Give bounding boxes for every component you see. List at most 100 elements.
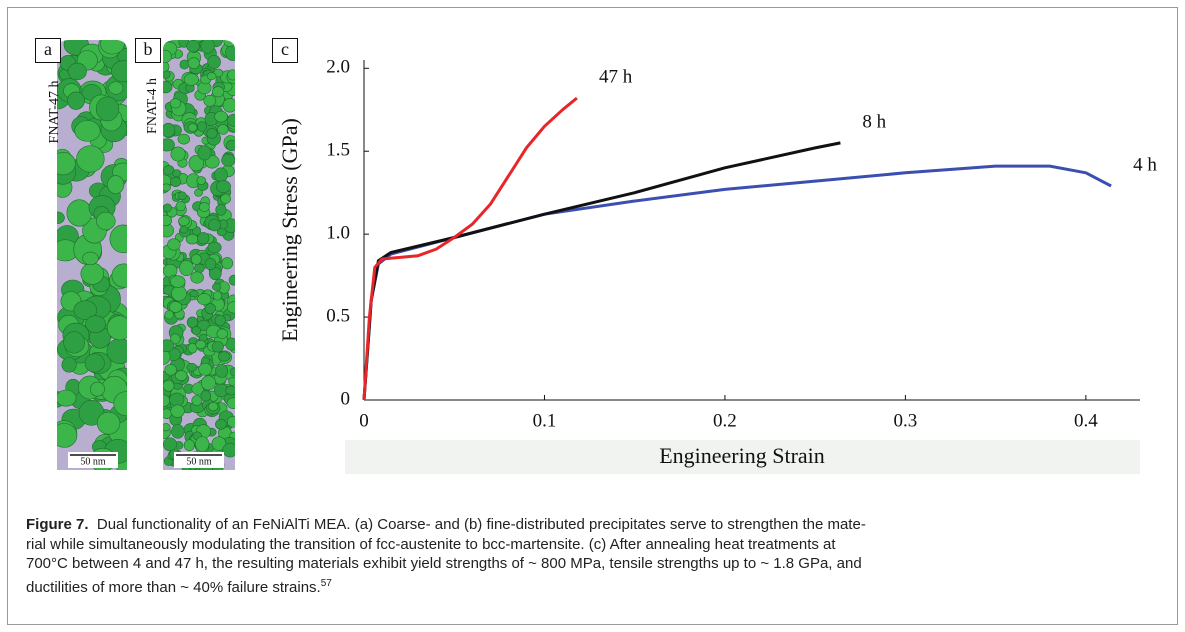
precipitate [186,362,198,372]
precipitate [227,113,235,127]
precipitate [197,293,212,306]
precipitate [211,436,227,451]
precipitate [221,257,233,270]
precipitate [185,233,199,245]
precipitate [187,57,200,69]
precipitate [177,191,187,201]
precipitate [171,424,185,439]
caption-text: Dual functionality of an FeNiAlTi MEA. (… [96,516,866,533]
precipitate [197,319,211,331]
precipitate [187,123,198,132]
precipitate [206,72,217,81]
precipitate [197,232,210,245]
precipitate [163,437,177,452]
precipitate [163,81,173,94]
precipitate [226,301,235,314]
precipitate [197,145,212,161]
precipitate [195,436,210,452]
citation: 57 [320,577,332,589]
y-tick-label: 1.5 [326,140,350,161]
precipitate [66,199,92,227]
precipitate [179,260,194,277]
y-tick-label: 0 [341,388,351,409]
precipitate [107,175,125,195]
precipitate [57,211,65,224]
precipitate [190,271,204,284]
precipitate [106,315,127,341]
precipitate [163,61,170,73]
precipitate [163,138,175,152]
precipitate [163,214,173,227]
precipitate [189,290,199,298]
precipitate [179,226,189,234]
precipitate [82,251,99,266]
precipitate [223,40,235,48]
series-label: 8 h [862,111,886,132]
precipitate [95,96,120,122]
precipitate [76,145,105,173]
caption: Figure 7. Dual functionality of an FeNiA… [26,515,1166,597]
precipitate [225,44,235,61]
precipitate [215,180,231,193]
precipitate [221,154,235,167]
precipitate [175,201,186,212]
precipitate [214,110,228,123]
scale-bar-box [174,452,224,468]
precipitate [211,86,225,98]
precipitate [206,128,218,139]
precipitate [63,331,85,354]
precipitate [218,351,231,362]
precipitate [170,404,185,418]
precipitate [191,395,203,406]
precipitate [183,439,195,452]
precipitate [207,54,221,69]
precipitate [57,152,76,176]
precipitate [61,357,77,373]
precipitate [186,316,198,329]
precipitate [163,122,176,138]
caption-text: ductilities of more than ~ 40% failure s… [26,578,321,596]
precipitate [163,339,175,352]
precipitate [177,133,191,145]
precipitate [109,224,127,254]
precipitate [208,401,219,412]
y-tick-label: 1.0 [326,223,350,244]
panel-label: a [44,39,52,59]
precipitate [215,418,227,430]
precipitate [113,391,127,416]
precipitate [226,397,235,409]
precipitate [74,120,101,142]
scale-bar-box [68,452,118,468]
precipitate [204,257,217,271]
precipitate [226,415,235,428]
x-tick-label: 0.4 [1074,410,1098,431]
precipitate [67,62,87,81]
precipitate [67,91,85,110]
precipitate [80,262,105,285]
precipitate [111,60,127,83]
precipitate [212,283,222,291]
precipitate [187,342,198,354]
panel-label-box [135,38,161,63]
precipitate [191,253,202,265]
panel-b-image [163,40,235,470]
precipitate [198,362,213,376]
precipitate [111,263,127,288]
precipitate [169,301,183,313]
precipitate [203,94,217,107]
precipitate [84,353,105,373]
precipitate [163,49,172,64]
scale-bar-label: 50 nm [80,456,106,467]
x-tick-label: 0 [359,410,369,431]
precipitate [217,124,229,135]
precipitate [100,40,125,55]
precipitate [198,202,210,212]
precipitate [225,139,235,151]
precipitate [96,211,116,231]
caption-line: 700°C between 4 and 47 h, the resulting … [26,555,862,573]
series-line [362,164,1112,401]
precipitate [227,69,235,81]
caption-line: Figure 7. Dual functionality of an FeNiA… [26,515,1166,535]
